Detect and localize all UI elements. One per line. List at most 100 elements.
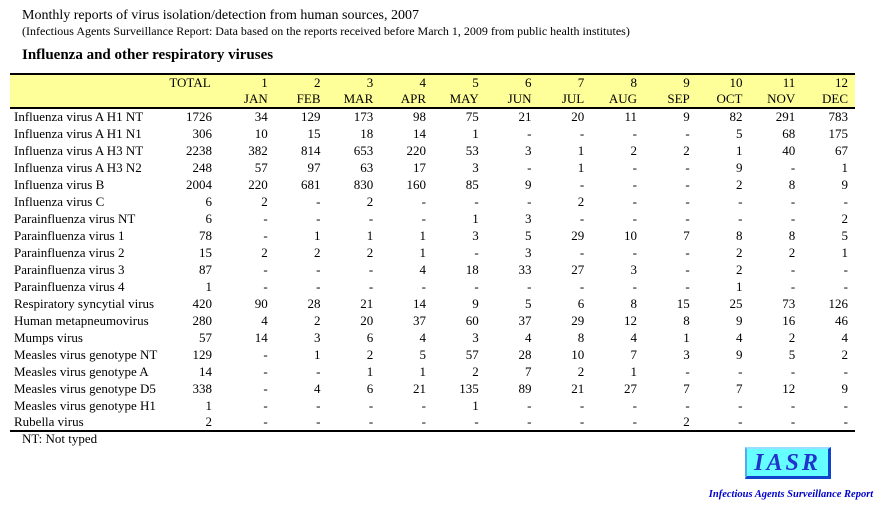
data-cell: - xyxy=(738,397,743,413)
row-label: Human metapneumovirus xyxy=(14,312,149,328)
data-cell: 4 xyxy=(525,329,532,345)
month-number-header: 10 xyxy=(729,75,743,90)
data-cell: 2 xyxy=(366,244,374,260)
data-cell: 12 xyxy=(624,312,637,328)
table-row: Influenza virus A H3 NT 2238 382 814 653 220 5… xyxy=(10,142,855,159)
data-cell: 2 xyxy=(841,346,849,362)
data-cell: 97 xyxy=(307,159,321,175)
page-title: Monthly reports of virus isolation/detec… xyxy=(22,8,419,23)
data-cell: - xyxy=(843,261,848,277)
row-label: Influenza virus B xyxy=(14,176,105,192)
data-cell: 1 xyxy=(314,227,321,243)
data-cell: 2 xyxy=(261,244,268,260)
data-cell: 8 xyxy=(736,227,743,243)
corner-cell xyxy=(10,74,160,91)
data-cell: - xyxy=(685,159,690,175)
data-cell: - xyxy=(738,193,743,209)
data-cell: 2 xyxy=(736,261,743,277)
table-row: Parainfluenza virus 4 1 - - - - - - - - - 1 - - xyxy=(10,278,855,295)
month-name-header: JAN xyxy=(222,91,275,109)
data-cell: - xyxy=(579,414,585,429)
month-name-header: JUL xyxy=(538,91,592,109)
data-cell: 73 xyxy=(782,295,796,311)
data-cell: - xyxy=(632,414,637,429)
data-cell: 9 xyxy=(736,346,743,362)
data-cell: 2 xyxy=(683,414,690,429)
table-row: Influenza virus A H3 N2 248 57 97 63 17 3 - 1 - - 9… xyxy=(10,159,855,176)
data-cell: 3 xyxy=(683,346,690,362)
data-cell: - xyxy=(527,278,532,294)
data-cell: - xyxy=(527,193,532,209)
data-cell: - xyxy=(685,125,690,141)
month-number-header: 1 xyxy=(261,75,268,90)
month-name-header: MAY xyxy=(433,91,486,109)
data-cell: - xyxy=(632,176,637,192)
data-cell: 53 xyxy=(465,142,479,158)
data-cell: - xyxy=(632,244,637,260)
data-cell: 57 xyxy=(465,346,479,362)
data-cell: - xyxy=(790,159,796,175)
data-cell: 17 xyxy=(413,159,426,175)
data-cell: - xyxy=(685,278,690,294)
month-number-header: 8 xyxy=(630,75,638,90)
data-cell: - xyxy=(685,261,690,277)
data-cell: 7 xyxy=(736,380,743,396)
data-cell: 75 xyxy=(465,109,479,124)
data-cell: 6 xyxy=(577,295,585,311)
data-cell: 9 xyxy=(525,176,532,192)
data-cell: 89 xyxy=(518,380,532,396)
data-cell: - xyxy=(316,397,321,413)
data-cell: 1 xyxy=(366,363,374,379)
data-cell: - xyxy=(316,261,321,277)
total-cell: 6 xyxy=(205,210,213,226)
data-cell: 20 xyxy=(360,312,374,328)
data-cell: 33 xyxy=(518,261,532,277)
data-cell: 5 xyxy=(525,295,532,311)
data-cell: 135 xyxy=(459,380,479,396)
data-cell: 1 xyxy=(630,363,638,379)
footnote: NT: Not typed xyxy=(22,431,98,446)
data-cell: 4 xyxy=(841,329,849,345)
total-cell: 2 xyxy=(205,414,213,429)
total-cell: 2238 xyxy=(186,142,212,158)
data-cell: 14 xyxy=(254,329,268,345)
data-cell: 37 xyxy=(518,312,532,328)
data-cell: - xyxy=(368,210,374,226)
data-cell: 82 xyxy=(729,109,743,124)
data-cell: 10 xyxy=(571,346,585,362)
data-cell: 40 xyxy=(782,142,796,158)
data-cell: 3 xyxy=(472,227,479,243)
data-cell: 1 xyxy=(472,397,479,413)
data-cell: - xyxy=(738,414,743,429)
month-name-header: AUG xyxy=(591,91,644,109)
data-cell: - xyxy=(843,414,848,429)
total-cell: 1 xyxy=(205,278,213,294)
row-label: Influenza virus A H3 NT xyxy=(14,142,144,158)
data-cell: 8 xyxy=(788,227,796,243)
data-cell: 14 xyxy=(413,125,426,141)
data-cell: 27 xyxy=(571,261,585,277)
row-label: Parainfluenza virus 4 xyxy=(14,278,125,294)
data-cell: 220 xyxy=(248,176,268,192)
data-cell: - xyxy=(579,397,585,413)
data-cell: - xyxy=(263,227,268,243)
data-cell: 1 xyxy=(314,346,321,362)
data-cell: - xyxy=(790,397,796,413)
data-cell: 653 xyxy=(353,142,374,158)
total-cell: 2004 xyxy=(186,176,212,192)
table-row: Influenza virus B 2004 220 681 830 160 85 9 - - - 2… xyxy=(10,176,855,193)
row-label: Influenza virus A H1 N1 xyxy=(14,125,142,141)
data-cell: 16 xyxy=(782,312,796,328)
data-cell: - xyxy=(579,244,585,260)
data-cell: 1 xyxy=(419,363,427,379)
data-cell: 1 xyxy=(366,227,374,243)
data-cell: 1 xyxy=(472,210,479,226)
month-number-header: 12 xyxy=(835,75,848,90)
data-cell: - xyxy=(685,193,690,209)
table-row: Rubella virus 2 - - - - - - - - 2 - - - xyxy=(10,414,855,431)
data-cell: - xyxy=(843,397,848,413)
data-cell: 5 xyxy=(736,125,743,141)
data-cell: 3 xyxy=(472,159,479,175)
data-cell: 814 xyxy=(301,142,321,158)
data-cell: - xyxy=(263,397,268,413)
